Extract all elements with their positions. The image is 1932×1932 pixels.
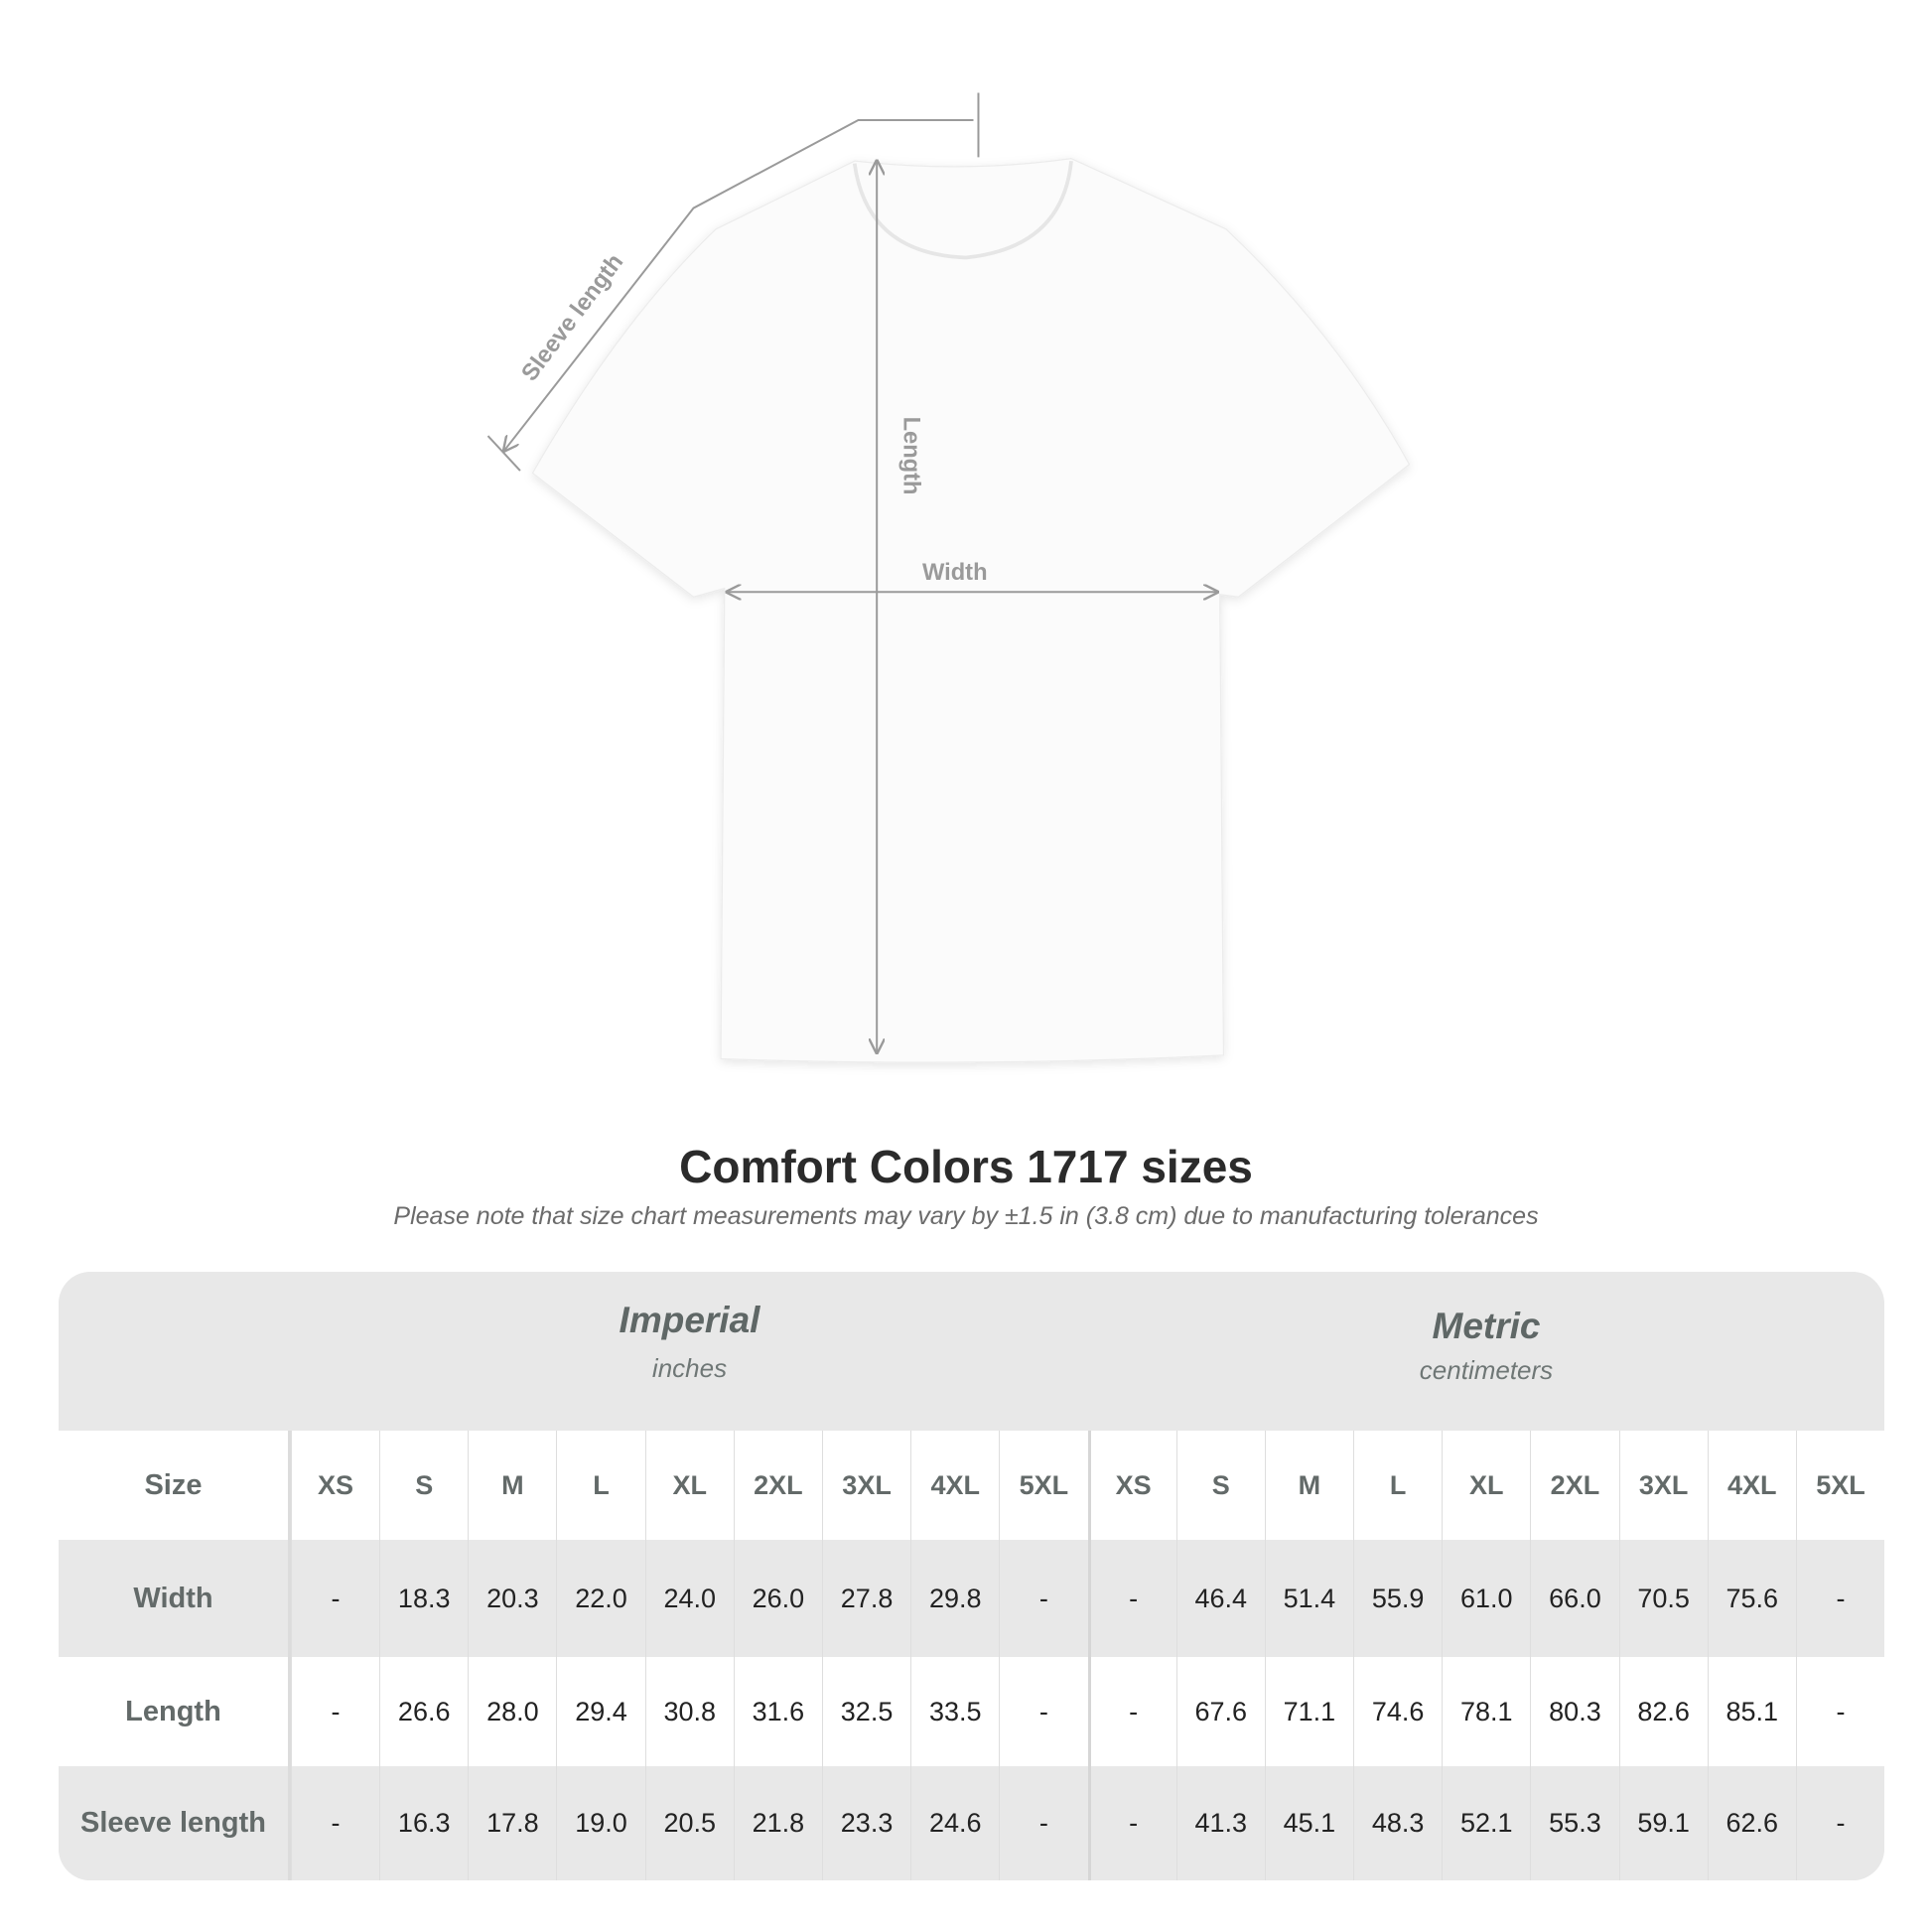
imperial-value-cell: 23.3	[821, 1766, 910, 1880]
table-row-width: Width -18.3 20.3 22.0 24.0 26.0 27.8 29.8- -46.4…	[59, 1540, 1884, 1657]
imperial-value-cell: 21.8	[733, 1766, 822, 1880]
imperial-value-cell: 26.6	[379, 1657, 468, 1766]
metric-size-m: M	[1264, 1431, 1353, 1540]
imperial-size-s: S	[379, 1431, 468, 1540]
metric-value-cell: -	[1087, 1766, 1176, 1880]
metric-unit: centimeters	[1419, 1355, 1554, 1385]
imperial-value-cell: -	[999, 1540, 1087, 1657]
metric-value-cell: 78.1	[1442, 1657, 1530, 1766]
imperial-size-xl: XL	[644, 1431, 734, 1540]
imperial-size-l: L	[556, 1431, 644, 1540]
sleeve-length-measure-line	[486, 92, 980, 472]
metric-value-cell: 66.0	[1530, 1540, 1618, 1657]
imperial-value-cell: 20.5	[644, 1766, 734, 1880]
imperial-value-cell: 22.0	[556, 1540, 644, 1657]
metric-value-cell: 51.4	[1264, 1540, 1353, 1657]
metric-size-4xl: 4XL	[1707, 1431, 1796, 1540]
table-row-length: Length -26.6 28.0 29.4 30.8 31.6 32.5 33.5- -67.…	[59, 1657, 1884, 1766]
imperial-value-cell: 30.8	[644, 1657, 734, 1766]
length-label: Length	[898, 417, 924, 495]
imperial-value-cell: 20.3	[468, 1540, 556, 1657]
metric-value-cell: 80.3	[1530, 1657, 1618, 1766]
row-label: Sleeve length	[59, 1766, 291, 1880]
metric-value-cell: 45.1	[1264, 1766, 1353, 1880]
metric-value-cell: 55.3	[1530, 1766, 1618, 1880]
metric-value-cell: 59.1	[1618, 1766, 1708, 1880]
page-title: Comfort Colors 1717 sizes	[679, 1141, 1253, 1192]
metric-title: Metric	[1432, 1306, 1541, 1346]
metric-value-cell: 48.3	[1353, 1766, 1442, 1880]
metric-value-cell: 75.6	[1707, 1540, 1796, 1657]
imperial-size-2xl: 2XL	[733, 1431, 822, 1540]
metric-value-cell: 82.6	[1618, 1657, 1708, 1766]
metric-size-3xl: 3XL	[1618, 1431, 1708, 1540]
imperial-header: Imperial inches	[291, 1300, 1088, 1458]
tolerance-note: Please note that size chart measurements…	[393, 1202, 1539, 1230]
metric-value-cell: -	[1087, 1657, 1176, 1766]
imperial-value-cell: 26.0	[733, 1540, 822, 1657]
imperial-value-cell: 16.3	[379, 1766, 468, 1880]
metric-size-5xl: 5XL	[1795, 1431, 1884, 1540]
imperial-value-cell: -	[290, 1540, 379, 1657]
metric-value-cell: 71.1	[1264, 1657, 1353, 1766]
imperial-value-cell: 29.8	[910, 1540, 999, 1657]
imperial-value-cell: 17.8	[468, 1766, 556, 1880]
metric-value-cell: 41.3	[1175, 1766, 1265, 1880]
imperial-size-4xl: 4XL	[910, 1431, 999, 1540]
imperial-value-cell: -	[999, 1657, 1087, 1766]
width-label: Width	[922, 560, 988, 586]
imperial-value-cell: -	[999, 1766, 1087, 1880]
metric-value-cell: -	[1795, 1657, 1884, 1766]
imperial-value-cell: 24.0	[644, 1540, 734, 1657]
size-header-row: Size XS S M L XL 2XL 3XL 4XL 5XL XS S M L XL 2XL 3XL 4XL 5…	[59, 1431, 1884, 1540]
metric-header: Metric centimeters	[1088, 1306, 1884, 1464]
imperial-value-cell: 18.3	[379, 1540, 468, 1657]
tshirt-image	[531, 158, 1411, 1063]
imperial-value-cell: 27.8	[821, 1540, 910, 1657]
metric-value-cell: 62.6	[1707, 1766, 1796, 1880]
imperial-value-cell: -	[290, 1657, 379, 1766]
metric-value-cell: 67.6	[1175, 1657, 1265, 1766]
size-header-label: Size	[59, 1431, 291, 1540]
imperial-size-5xl: 5XL	[999, 1431, 1087, 1540]
row-label: Length	[59, 1657, 291, 1766]
metric-value-cell: 46.4	[1175, 1540, 1265, 1657]
metric-size-xl: XL	[1442, 1431, 1530, 1540]
imperial-value-cell: 29.4	[556, 1657, 644, 1766]
imperial-title: Imperial	[619, 1300, 760, 1340]
imperial-value-cell: 32.5	[821, 1657, 910, 1766]
size-chart-table: Imperial inches Metric centimeters Size X…	[59, 1272, 1884, 1880]
metric-size-s: S	[1175, 1431, 1265, 1540]
imperial-unit: inches	[651, 1353, 728, 1383]
metric-value-cell: -	[1795, 1766, 1884, 1880]
imperial-value-cell: 31.6	[733, 1657, 822, 1766]
metric-value-cell: -	[1087, 1540, 1176, 1657]
imperial-value-cell: 28.0	[468, 1657, 556, 1766]
imperial-value-cell: 24.6	[910, 1766, 999, 1880]
imperial-value-cell: 19.0	[556, 1766, 644, 1880]
metric-size-2xl: 2XL	[1530, 1431, 1618, 1540]
imperial-value-cell: -	[290, 1766, 379, 1880]
metric-value-cell: -	[1795, 1540, 1884, 1657]
imperial-value-cell: 33.5	[910, 1657, 999, 1766]
metric-size-xs: XS	[1087, 1431, 1176, 1540]
metric-value-cell: 74.6	[1353, 1657, 1442, 1766]
metric-value-cell: 61.0	[1442, 1540, 1530, 1657]
imperial-size-xs: XS	[290, 1431, 379, 1540]
table-row-sleeve-length: Sleeve length -16.3 17.8 19.0 20.5 21.8 23.3 24…	[59, 1766, 1884, 1880]
metric-value-cell: 70.5	[1618, 1540, 1708, 1657]
row-label: Width	[59, 1540, 291, 1657]
metric-value-cell: 55.9	[1353, 1540, 1442, 1657]
metric-value-cell: 85.1	[1707, 1657, 1796, 1766]
metric-value-cell: 52.1	[1442, 1766, 1530, 1880]
imperial-size-m: M	[468, 1431, 556, 1540]
metric-size-l: L	[1353, 1431, 1442, 1540]
imperial-size-3xl: 3XL	[821, 1431, 910, 1540]
